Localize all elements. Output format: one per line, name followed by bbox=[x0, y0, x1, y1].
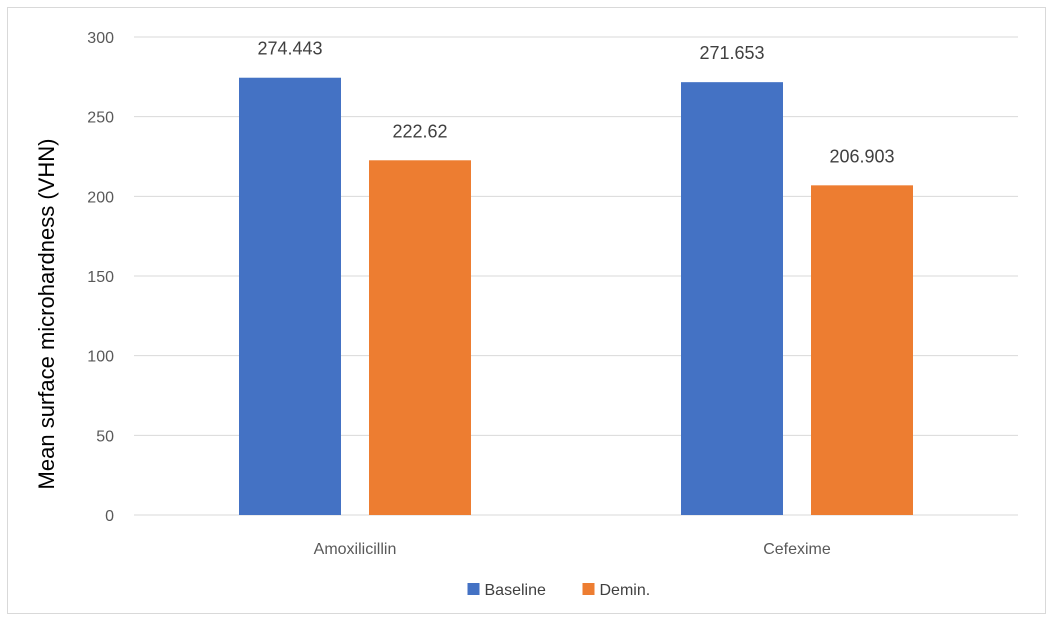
bars bbox=[239, 77, 913, 516]
data-label: 274.443 bbox=[257, 39, 322, 59]
legend-label: Demin. bbox=[600, 582, 651, 599]
data-label: 206.903 bbox=[829, 146, 894, 166]
bar-baseline-amoxilicillin bbox=[239, 77, 341, 515]
y-tick-label: 250 bbox=[87, 110, 114, 127]
y-axis-ticks: 0 50 100 150 200 250 300 bbox=[87, 30, 114, 525]
bar-demin-cefexime bbox=[811, 185, 913, 516]
x-axis-ticks: Amoxilicillin Cefexime bbox=[314, 541, 831, 558]
bar-baseline-cefexime bbox=[681, 82, 783, 515]
x-tick-label: Amoxilicillin bbox=[314, 541, 397, 558]
legend-label: Baseline bbox=[485, 582, 546, 599]
y-tick-label: 300 bbox=[87, 30, 114, 47]
y-tick-label: 100 bbox=[87, 349, 114, 366]
x-tick-label: Cefexime bbox=[763, 541, 831, 558]
y-tick-label: 0 bbox=[105, 508, 114, 525]
y-tick-label: 200 bbox=[87, 189, 114, 206]
y-axis-title: Mean surface microhardness (VHN) bbox=[34, 139, 59, 490]
data-label: 271.653 bbox=[699, 43, 764, 63]
bar-demin-amoxilicillin bbox=[369, 160, 471, 516]
y-tick-label: 150 bbox=[87, 269, 114, 286]
legend: Baseline Demin. bbox=[467, 582, 651, 599]
y-tick-label: 50 bbox=[96, 428, 114, 445]
data-label: 222.62 bbox=[392, 121, 447, 141]
data-labels: 274.443 222.62 271.653 206.903 bbox=[257, 39, 894, 167]
legend-swatch bbox=[467, 583, 480, 595]
legend-swatch bbox=[582, 583, 595, 595]
